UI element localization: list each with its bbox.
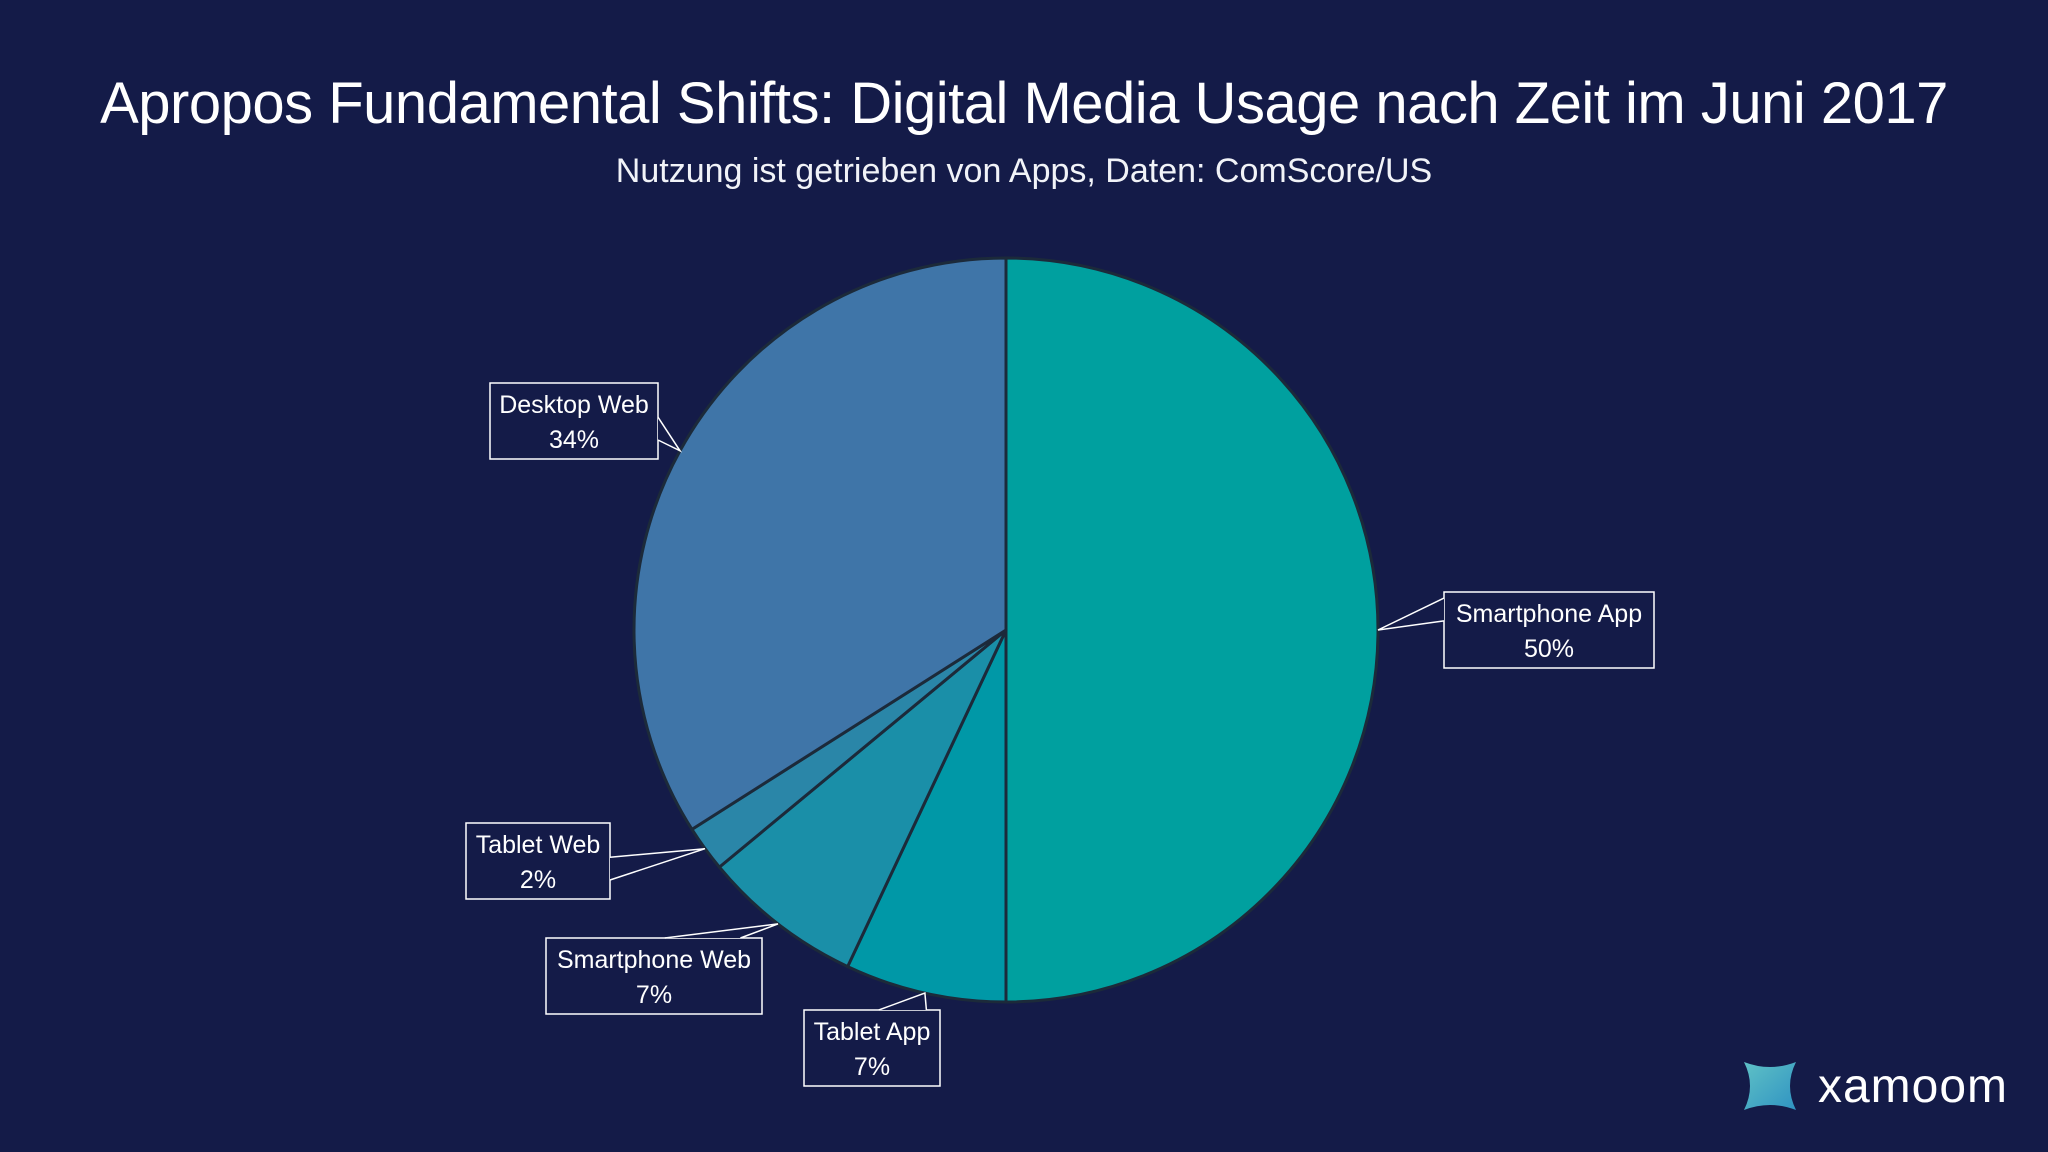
callout-tablet-app: Tablet App 7% — [803, 991, 941, 1087]
brand-name: xamoom — [1817, 1059, 2008, 1113]
slice-label: Tablet App — [814, 1018, 931, 1046]
callout-tablet-web: Tablet Web 2% — [465, 822, 706, 900]
callout-pointer — [878, 991, 928, 1011]
xamoom-logo-icon — [1743, 1062, 1796, 1110]
callout-box — [1443, 591, 1655, 669]
slice-label: Tablet Web — [476, 831, 601, 859]
slice-value-label: 7% — [636, 981, 672, 1009]
callout-pointer — [609, 847, 706, 881]
slice-value-label: 34% — [549, 426, 599, 454]
callout-box — [803, 1009, 941, 1087]
callout-smartphone-app: Smartphone App 50% — [1377, 591, 1655, 669]
callout-box — [465, 822, 611, 900]
slice-value-label: 7% — [854, 1053, 890, 1081]
pie-slices — [632, 256, 1380, 1004]
callout-desktop-web: Desktop Web 34% — [489, 382, 683, 460]
slice-value-label: 2% — [520, 866, 556, 894]
slice-label: Desktop Web — [499, 391, 649, 419]
callout-box — [545, 937, 763, 1015]
slice-label: Smartphone App — [1456, 600, 1642, 628]
slice-label: Smartphone Web — [557, 946, 751, 974]
chart-title: Apropos Fundamental Shifts: Digital Medi… — [100, 71, 1948, 136]
callout-smartphone-web: Smartphone Web 7% — [545, 923, 779, 1015]
brand-logo: xamoom — [1740, 1056, 2008, 1116]
pie-slice-smartphone-app — [1004, 256, 1380, 1004]
slice-value-label: 50% — [1524, 635, 1574, 663]
callout-pointer — [657, 416, 683, 453]
callout-pointer — [1377, 597, 1445, 631]
chart-subtitle: Nutzung ist getrieben von Apps, Daten: C… — [615, 152, 1433, 190]
callout-pointer — [664, 923, 779, 939]
